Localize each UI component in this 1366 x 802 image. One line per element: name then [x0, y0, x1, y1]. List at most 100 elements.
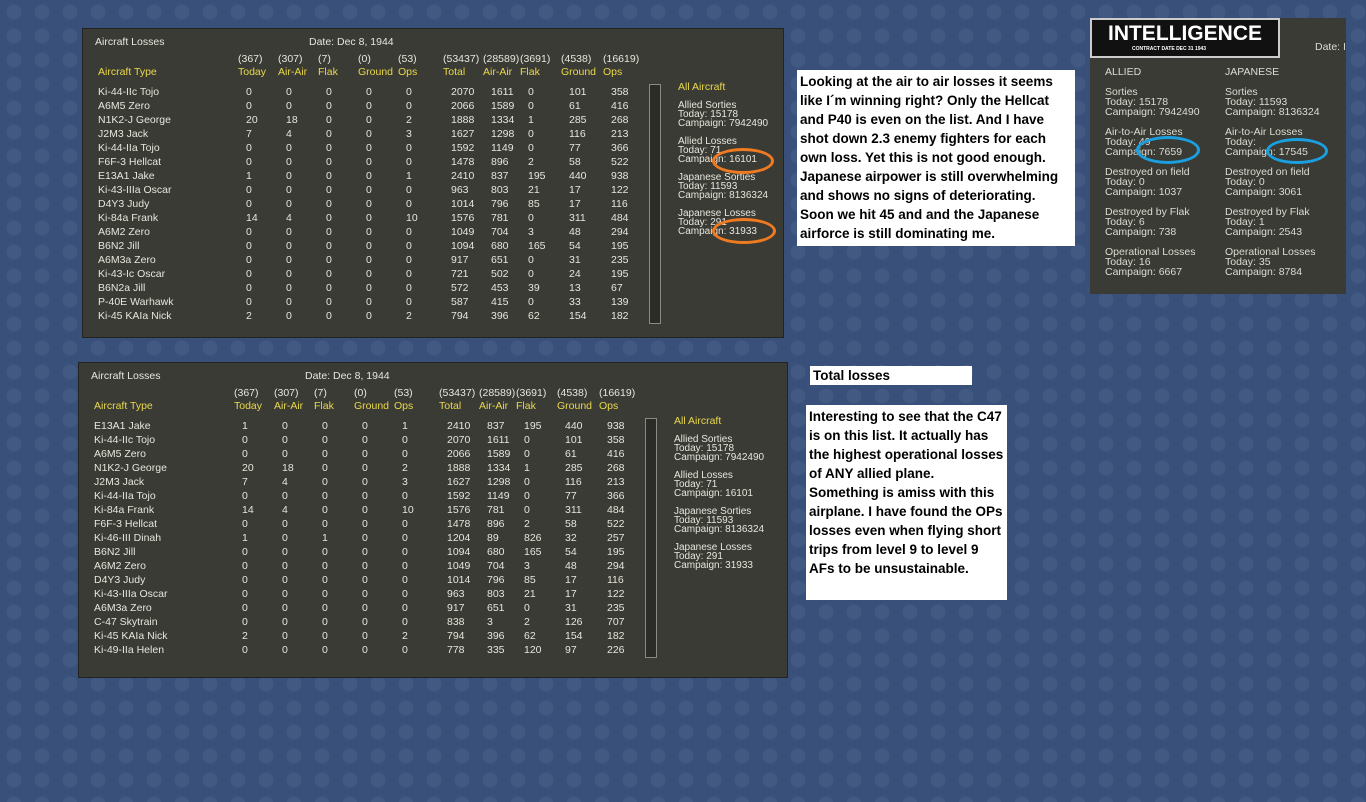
note-heading: Total losses [810, 366, 972, 385]
column-total: (367) [234, 387, 259, 399]
cell: 0 [326, 86, 332, 98]
column-header: Air-Air [479, 400, 509, 412]
column-header: Air-Air [483, 66, 513, 78]
cell: 2 [528, 156, 534, 168]
cell: 896 [491, 156, 509, 168]
side-heading: All Aircraft [678, 81, 726, 93]
cell: 0 [286, 310, 292, 322]
scrollbar [649, 84, 661, 324]
cell: 0 [362, 420, 368, 432]
cell: 2 [406, 114, 412, 126]
cell: 0 [402, 602, 408, 614]
side-stat: Today: 15178 [674, 443, 735, 454]
aircraft-name: Ki-43-Ic Oscar [98, 268, 166, 280]
cell: 1014 [447, 574, 471, 586]
cell: 0 [286, 254, 292, 266]
cell: 0 [282, 420, 288, 432]
cell: 139 [611, 296, 629, 308]
cell: 0 [528, 212, 534, 224]
cell: 704 [491, 226, 509, 238]
cell: 0 [528, 142, 534, 154]
aircraft-name: Ki-43-IIIa Oscar [94, 588, 168, 600]
side-stat: Allied Losses [674, 470, 733, 481]
aircraft-name: F6F-3 Hellcat [98, 156, 162, 168]
column-total: (28589) [483, 53, 520, 65]
cell: 0 [326, 240, 332, 252]
cell: 1149 [491, 142, 514, 154]
cell: 0 [242, 616, 248, 628]
side-stat: Today: 291 [674, 551, 723, 562]
intel-stat: Campaign: 3061 [1225, 186, 1303, 198]
cell: 335 [487, 644, 505, 656]
cell: 1592 [451, 142, 475, 154]
cell: 0 [362, 602, 368, 614]
aircraft-name: D4Y3 Judy [98, 198, 150, 210]
cell: 0 [406, 142, 412, 154]
intel-stat: Today: [1225, 136, 1256, 148]
cell: 0 [282, 490, 288, 502]
cell: 213 [611, 128, 629, 140]
cell: 0 [528, 268, 534, 280]
panel-date: Date: Dec 8, 1944 [305, 370, 390, 382]
cell: 18 [282, 462, 294, 474]
cell: 116 [611, 198, 628, 210]
cell: 0 [524, 602, 530, 614]
cell: 2066 [447, 448, 471, 460]
aircraft-name: P-40E Warhawk [98, 296, 174, 308]
cell: 1592 [447, 490, 471, 502]
column-total: (3691) [520, 53, 551, 65]
cell: 62 [528, 310, 540, 322]
cell: 1 [242, 420, 248, 432]
aircraft-name: J2M3 Jack [98, 128, 149, 140]
cell: 2 [246, 310, 252, 322]
side-stat: Today: 15178 [678, 109, 739, 120]
cell: 195 [607, 546, 625, 558]
column-total: (7) [314, 387, 327, 399]
cell: 0 [366, 198, 372, 210]
cell: 17 [565, 588, 577, 600]
cell: 0 [406, 184, 412, 196]
intel-stat: Air-to-Air Losses [1105, 126, 1183, 138]
cell: 896 [487, 518, 505, 530]
cell: 0 [402, 644, 408, 656]
column-total: (0) [358, 53, 371, 65]
cell: 0 [402, 616, 408, 628]
cell: 0 [406, 254, 412, 266]
cell: 0 [362, 490, 368, 502]
cell: 680 [491, 240, 509, 252]
cell: 781 [491, 212, 509, 224]
cell: 58 [565, 518, 577, 530]
side-stat: Campaign: 8136324 [678, 190, 769, 201]
cell: 0 [286, 198, 292, 210]
cell: 182 [607, 630, 625, 642]
cell: 1298 [487, 476, 511, 488]
cell: 165 [524, 546, 542, 558]
cell: 0 [322, 644, 328, 656]
cell: 0 [406, 296, 412, 308]
cell: 826 [524, 532, 542, 544]
cell: 938 [607, 420, 625, 432]
cell: 0 [366, 296, 372, 308]
cell: 1 [242, 532, 248, 544]
cell: 0 [322, 546, 328, 558]
cell: 0 [326, 226, 332, 238]
side-stat: Today: 11593 [678, 181, 738, 192]
cell: 0 [362, 560, 368, 572]
cell: 3 [528, 226, 534, 238]
cell: 1611 [487, 434, 510, 446]
cell: 0 [326, 282, 332, 294]
intel-stat: Air-to-Air Losses [1225, 126, 1303, 138]
cell: 704 [487, 560, 505, 572]
cell: 794 [451, 310, 469, 322]
cell: 0 [366, 254, 372, 266]
cell: 0 [528, 128, 534, 140]
aircraft-name: Ki-44-IIa Tojo [94, 490, 156, 502]
cell: 680 [487, 546, 505, 558]
column-total: (7) [318, 53, 331, 65]
cell: 1589 [487, 448, 511, 460]
comment: Looking at the air to air losses it seem… [797, 70, 1075, 246]
cell: 0 [362, 448, 368, 460]
cell: 2 [402, 630, 408, 642]
cell: 116 [565, 476, 582, 488]
aircraft-name: A6M5 Zero [94, 448, 146, 460]
